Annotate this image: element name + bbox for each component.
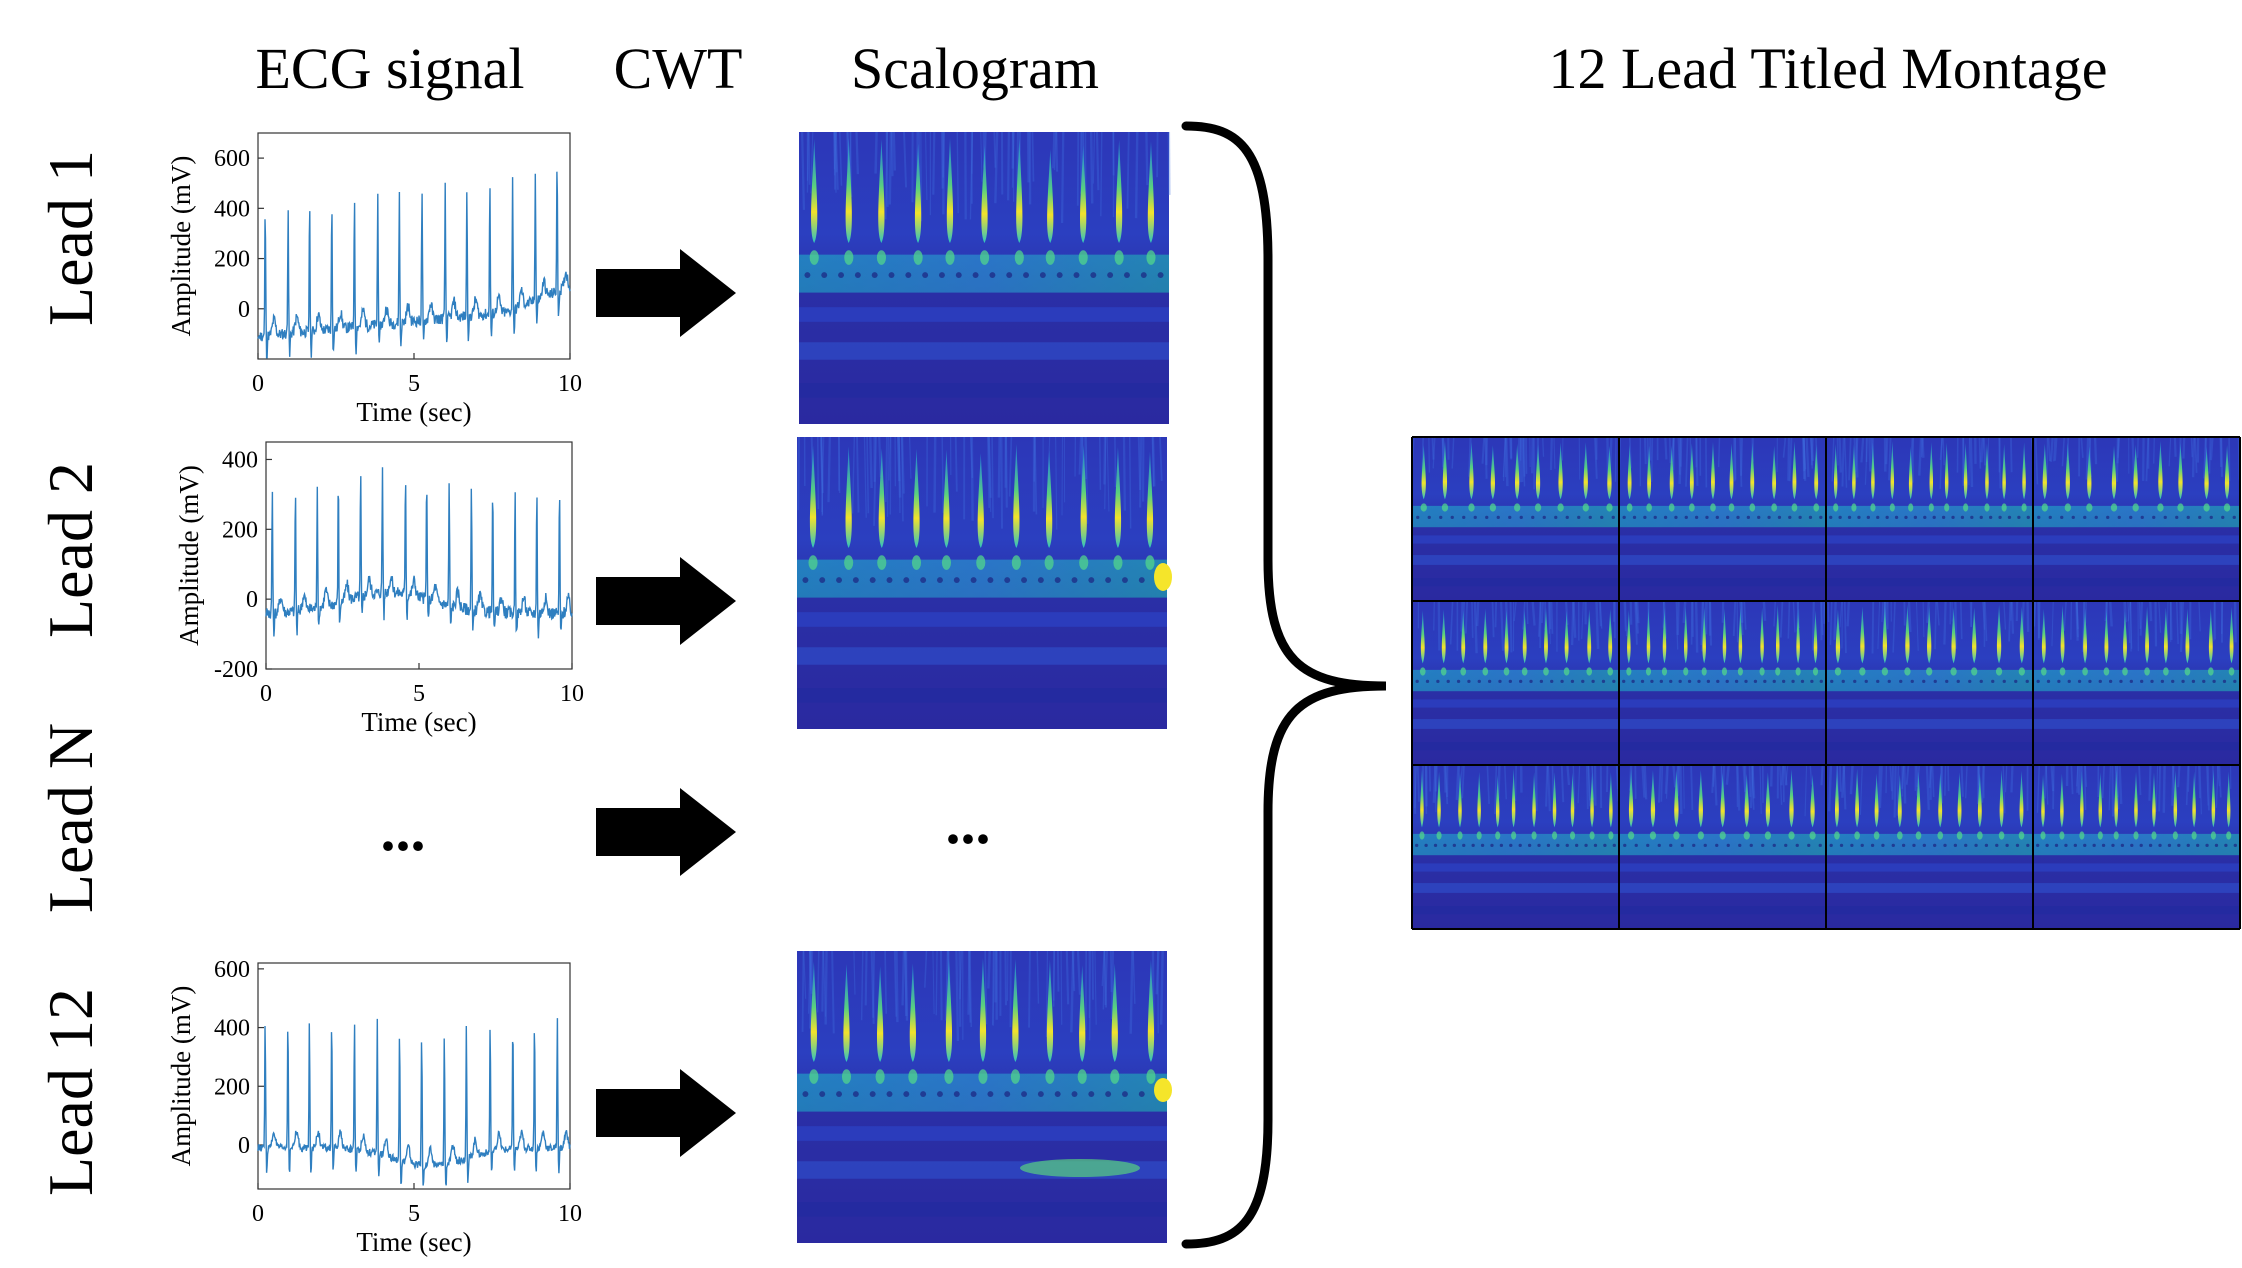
x-tick-label: 10 — [558, 1201, 582, 1227]
x-tick-label: 10 — [560, 681, 584, 707]
scalogram — [1412, 601, 1619, 765]
scalogram — [1412, 437, 1619, 601]
right-arrow-icon — [596, 557, 736, 645]
y-tick-label: 400 — [214, 1016, 250, 1042]
y-tick-label: -200 — [214, 657, 258, 683]
y-tick-label: 600 — [214, 957, 250, 983]
y-axis-label: Amplitude (mV) — [166, 156, 196, 337]
x-axis-label: Time (sec) — [361, 707, 476, 737]
x-axis-label: Time (sec) — [356, 397, 471, 427]
x-tick-label: 5 — [413, 681, 425, 707]
y-axis-label: Amplitude (mV) — [174, 465, 204, 646]
x-axis-label: Time (sec) — [356, 1227, 471, 1257]
lead-label-1: Lead 1 — [35, 150, 106, 326]
x-tick-label: 5 — [408, 1201, 420, 1227]
y-tick-label: 0 — [246, 587, 258, 613]
scalogram — [1619, 437, 1826, 601]
x-tick-label: 0 — [252, 371, 264, 397]
lead-label-12: Lead 12 — [35, 988, 106, 1196]
y-tick-label: 400 — [222, 447, 258, 473]
y-tick-label: 200 — [214, 247, 250, 273]
x-tick-label: 0 — [252, 1201, 264, 1227]
scalogram — [797, 437, 1172, 729]
x-tick-label: 0 — [260, 681, 272, 707]
lead-label-n: Lead N — [35, 723, 106, 913]
ecg-signal-line — [258, 1018, 570, 1185]
x-tick-label: 5 — [408, 371, 420, 397]
right-arrow-icon — [596, 249, 736, 337]
y-tick-label: 400 — [214, 196, 250, 222]
header-scalogram: Scalogram — [851, 36, 1099, 101]
y-tick-label: 0 — [238, 297, 250, 323]
ellipsis-scalogram: ... — [946, 790, 991, 856]
header-cwt: CWT — [614, 36, 743, 101]
lead-label-2: Lead 2 — [35, 462, 106, 638]
right-arrow-icon — [596, 1069, 736, 1157]
y-tick-label: 600 — [214, 146, 250, 172]
scalogram — [2033, 765, 2240, 929]
scalogram — [1826, 437, 2034, 601]
header-ecg-signal: ECG signal — [255, 36, 524, 101]
scalogram — [1412, 765, 1619, 929]
ecg-plot-lead-12: 0 5 10 0 200 400 600 Time (sec) Amplitude (mV) — [166, 957, 582, 1257]
y-tick-label: 200 — [214, 1074, 250, 1100]
ellipsis-ecg: ... — [381, 797, 426, 863]
x-tick-label: 10 — [558, 371, 582, 397]
ecg-signal-line — [266, 467, 572, 638]
plot-axes-box — [258, 963, 570, 1189]
montage-grid — [1412, 437, 2240, 929]
scalogram — [1619, 601, 1826, 765]
header-montage: 12 Lead Titled Montage — [1548, 36, 2107, 101]
y-axis-label: Amplitude (mV) — [166, 986, 196, 1167]
curly-brace — [1186, 126, 1386, 1244]
y-tick-label: 0 — [238, 1133, 250, 1159]
right-arrow-icon — [596, 788, 736, 876]
plot-axes-box — [266, 442, 572, 669]
scalogram — [2033, 437, 2240, 601]
scalogram — [799, 132, 1169, 424]
ecg-plot-lead-1: 0 5 10 0 200 400 600 Time (sec) Amplitude (mV) — [166, 133, 582, 427]
scalogram — [1826, 601, 2033, 765]
ecg-signal-line — [258, 172, 570, 358]
plot-axes-box — [258, 133, 570, 359]
y-tick-label: 200 — [222, 517, 258, 543]
scalogram — [1619, 765, 1826, 929]
scalogram — [2033, 601, 2240, 765]
scalogram — [1826, 765, 2033, 929]
scalogram — [797, 951, 1172, 1243]
